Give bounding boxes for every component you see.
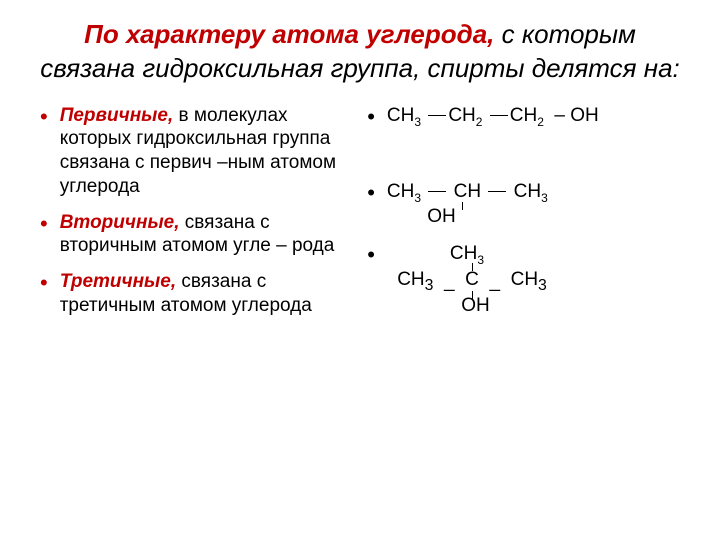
sub: 3 bbox=[541, 191, 548, 205]
vertical-bond-icon bbox=[472, 263, 473, 271]
ch: CH bbox=[450, 243, 477, 264]
bond-icon bbox=[428, 115, 446, 116]
bullet-icon: • bbox=[367, 244, 375, 266]
ch: CH bbox=[514, 181, 541, 202]
right-column: • CH3 CH2 CH2 – OH • CH3 CH CH3 OH • bbox=[367, 104, 700, 330]
formula-top: CH3 bbox=[450, 242, 484, 268]
slide-title: По характеру атома углерода, с которым с… bbox=[40, 18, 680, 86]
list-item-primary: • Первичные, в молекулах которых гидрокс… bbox=[40, 104, 347, 199]
left-column: • Первичные, в молекулах которых гидрокс… bbox=[40, 104, 347, 330]
oh: OH bbox=[461, 295, 490, 316]
formula-text: CH3 CH CH3 bbox=[387, 180, 548, 206]
formula-secondary: • CH3 CH CH3 bbox=[367, 180, 700, 206]
bullet-icon: • bbox=[367, 106, 375, 128]
sub: 3 bbox=[414, 191, 421, 205]
sub: 3 bbox=[477, 253, 484, 267]
item-text: Третичные, связана с третичным атомом уг… bbox=[60, 270, 347, 318]
formula-text: CH3 CH2 CH2 – OH bbox=[387, 104, 599, 130]
bond-icon bbox=[428, 191, 446, 192]
c: C bbox=[465, 269, 479, 290]
bullet-icon: • bbox=[40, 272, 48, 294]
sub: 3 bbox=[538, 277, 547, 294]
ch: CH bbox=[387, 105, 414, 126]
bullet-icon: • bbox=[367, 182, 375, 204]
content-columns: • Первичные, в молекулах которых гидрокс… bbox=[40, 104, 680, 330]
bond-icon bbox=[488, 191, 506, 192]
ch: CH bbox=[454, 181, 481, 202]
oh: OH bbox=[570, 105, 599, 126]
list-item-tertiary: • Третичные, связана с третичным атомом … bbox=[40, 270, 347, 318]
term-secondary: Вторичные, bbox=[60, 212, 180, 233]
formula-tertiary: • CH3 bbox=[367, 242, 700, 268]
ch: CH bbox=[448, 105, 475, 126]
ch: CH bbox=[397, 269, 424, 290]
term-primary: Первичные, bbox=[60, 105, 174, 126]
formula-secondary-oh: OH bbox=[427, 206, 700, 228]
formula-tertiary-mid: CH3 _ C _ CH3 bbox=[397, 269, 700, 295]
title-accent: По характеру атома углерода, bbox=[84, 19, 494, 49]
item-text: Вторичные, связана с вторичным атомом уг… bbox=[60, 211, 347, 259]
bullet-icon: • bbox=[40, 213, 48, 235]
list-item-secondary: • Вторичные, связана с вторичным атомом … bbox=[40, 211, 347, 259]
formula-primary: • CH3 CH2 CH2 – OH bbox=[367, 104, 700, 130]
sub: 3 bbox=[425, 277, 434, 294]
oh: OH bbox=[427, 206, 456, 227]
sub: 3 bbox=[414, 114, 421, 128]
bullet-icon: • bbox=[40, 106, 48, 128]
sub: 2 bbox=[476, 114, 483, 128]
sub: 2 bbox=[537, 114, 544, 128]
formula-tertiary-oh: OH bbox=[461, 295, 700, 317]
term-tertiary: Третичные, bbox=[60, 271, 176, 292]
ch: CH bbox=[387, 181, 414, 202]
bond-icon bbox=[490, 115, 508, 116]
item-text: Первичные, в молекулах которых гидроксил… bbox=[60, 104, 347, 199]
ch: CH bbox=[510, 105, 537, 126]
ch: CH bbox=[511, 269, 538, 290]
